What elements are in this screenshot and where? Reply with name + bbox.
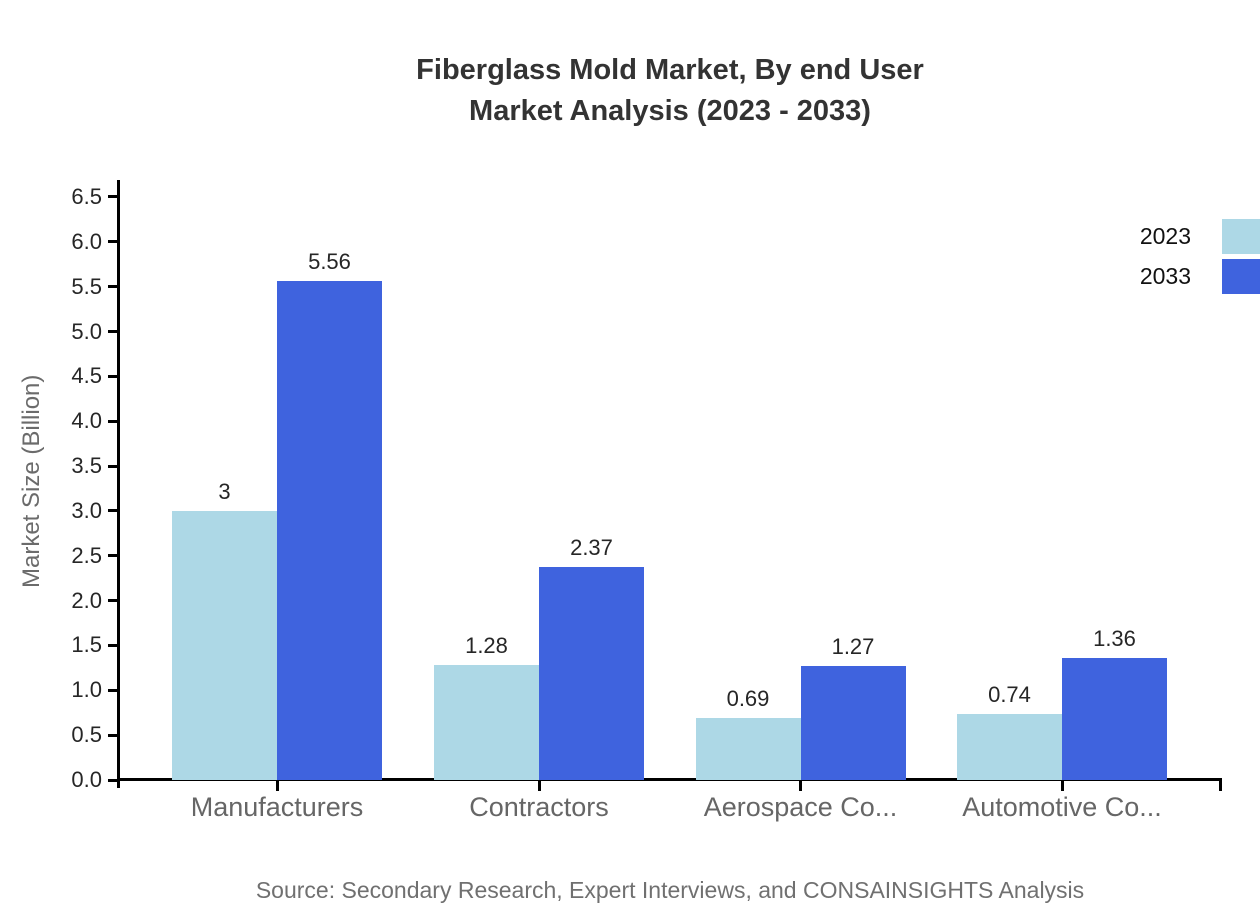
legend-label-2023: 2023 bbox=[1139, 223, 1191, 249]
x-axis-end-tick bbox=[1219, 780, 1222, 791]
legend-swatch-2023 bbox=[1222, 219, 1260, 254]
bar-value-2023-manufacturers: 3 bbox=[218, 478, 231, 504]
bar-value-2033-manufacturers: 5.56 bbox=[308, 249, 351, 275]
y-axis-line bbox=[117, 180, 120, 788]
y-tick-1.0 bbox=[108, 688, 120, 692]
y-tick-label: 6.5 bbox=[71, 183, 102, 209]
x-tick-aerospace-co bbox=[799, 780, 802, 791]
category-label-aerospace-co: Aerospace Co... bbox=[703, 792, 898, 822]
bar-value-2023-contractors: 1.28 bbox=[465, 633, 508, 659]
y-tick-label: 2.5 bbox=[71, 542, 102, 568]
y-tick-label: 3.5 bbox=[71, 453, 102, 479]
y-tick-4.0 bbox=[108, 419, 120, 423]
x-tick-automotive-co bbox=[1060, 780, 1064, 791]
x-tick-contractors bbox=[537, 780, 541, 791]
y-tick-label: 5.5 bbox=[71, 273, 102, 299]
y-tick-6.5 bbox=[108, 195, 120, 199]
legend-row-2023: 2023 bbox=[1140, 219, 1260, 254]
y-axis-title: Market Size (Billion) bbox=[18, 374, 45, 588]
legend-label-2033: 2033 bbox=[1139, 263, 1191, 289]
bar-value-2023-aerospace-co: 0.69 bbox=[726, 686, 770, 712]
y-tick-2.0 bbox=[108, 599, 120, 603]
y-tick-label: 3.0 bbox=[71, 497, 102, 523]
y-tick-label: 5.0 bbox=[71, 318, 102, 344]
chart-title: Fiberglass Mold Market, By end User Mark… bbox=[80, 50, 1260, 132]
bar-value-2033-aerospace-co: 1.27 bbox=[831, 634, 875, 660]
legend-row-2033: 2033 bbox=[1140, 259, 1260, 294]
y-tick-5.0 bbox=[108, 330, 120, 333]
category-label-automotive-co: Automotive Co... bbox=[962, 792, 1162, 822]
y-tick-0.0 bbox=[108, 778, 120, 782]
y-tick-label: 1.0 bbox=[71, 677, 102, 703]
category-label-manufacturers: Manufacturers bbox=[190, 792, 364, 822]
bar-2023-automotive-co bbox=[957, 713, 1062, 780]
y-tick-label: 4.5 bbox=[71, 363, 102, 389]
y-tick-6.0 bbox=[108, 240, 120, 244]
category-label-contractors: Contractors bbox=[469, 792, 609, 822]
y-tick-1.5 bbox=[108, 643, 120, 647]
y-tick-4.5 bbox=[108, 374, 120, 378]
bar-2033-aerospace-co bbox=[800, 666, 906, 780]
bar-2023-aerospace-co bbox=[695, 718, 801, 780]
y-tick-label: 2.0 bbox=[71, 587, 102, 613]
bar-2033-automotive-co bbox=[1062, 658, 1167, 780]
y-tick-label: 1.5 bbox=[71, 632, 102, 658]
legend: 2023 2033 bbox=[1140, 219, 1260, 299]
y-tick-0.5 bbox=[108, 733, 120, 737]
bar-2023-contractors bbox=[434, 665, 539, 780]
y-tick-label: 6.0 bbox=[71, 228, 102, 254]
y-tick-label: 0.5 bbox=[71, 722, 102, 748]
bar-value-2033-automotive-co: 1.36 bbox=[1093, 626, 1136, 651]
y-tick-label: 0.0 bbox=[71, 767, 102, 792]
y-tick-3.5 bbox=[108, 464, 120, 468]
source-note: Source: Secondary Research, Expert Inter… bbox=[255, 877, 1085, 903]
bar-2033-contractors bbox=[539, 567, 644, 780]
y-tick-3.0 bbox=[108, 509, 120, 513]
chart-title-line1: Fiberglass Mold Market, By end User bbox=[416, 54, 924, 86]
x-tick-manufacturers bbox=[275, 780, 279, 791]
y-tick-5.5 bbox=[108, 285, 120, 289]
chart-title-line2: Market Analysis (2023 - 2033) bbox=[469, 95, 871, 127]
y-tick-2.5 bbox=[108, 554, 120, 558]
legend-swatch-2033 bbox=[1222, 259, 1260, 294]
x-axis-line bbox=[117, 778, 1222, 781]
y-tick-label: 4.0 bbox=[71, 408, 102, 434]
bar-value-2033-contractors: 2.37 bbox=[570, 535, 613, 561]
bar-2023-manufacturers bbox=[172, 510, 277, 780]
bar-value-2023-automotive-co: 0.74 bbox=[988, 681, 1031, 707]
bar-2033-manufacturers bbox=[277, 281, 382, 780]
